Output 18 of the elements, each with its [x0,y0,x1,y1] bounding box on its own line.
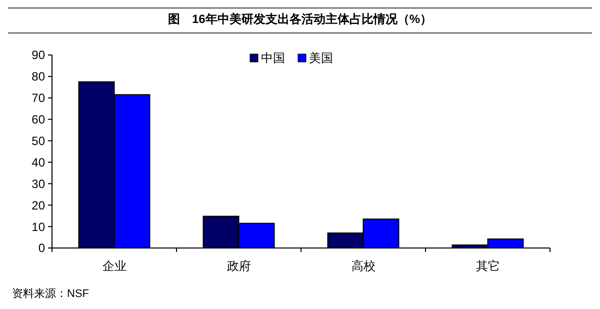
chart-title: 图 16年中美研发支出各活动主体占比情况（%） [168,12,432,26]
x-tick-label: 高校 [351,259,376,273]
y-tick-label: 20 [32,198,46,212]
x-tick-label: 政府 [226,259,251,273]
legend-label: 美国 [309,51,333,66]
x-tick-label: 企业 [102,259,126,273]
y-tick-label: 80 [32,70,46,84]
y-tick-label: 70 [32,91,46,106]
y-tick-label: 40 [32,155,46,170]
y-tick-label: 30 [32,176,46,191]
y-tick-label: 0 [38,241,46,256]
y-tick-label: 50 [32,134,46,148]
y-tick-label: 90 [32,48,46,62]
x-tick-label: 其它 [476,259,500,273]
text: 资料来源：NSF [12,287,90,300]
y-tick-label: 60 [32,112,46,127]
legend-label: 中国 [261,51,285,66]
y-tick-label: 10 [32,220,46,234]
